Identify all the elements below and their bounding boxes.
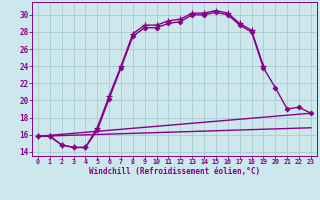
X-axis label: Windchill (Refroidissement éolien,°C): Windchill (Refroidissement éolien,°C) [89, 167, 260, 176]
